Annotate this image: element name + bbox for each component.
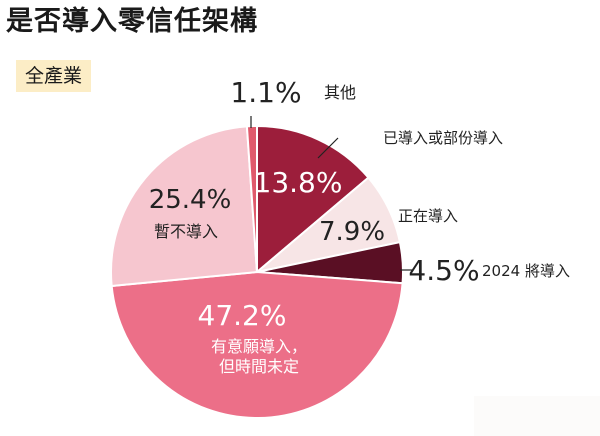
- leader-lines: [250, 116, 412, 271]
- pie-slices: [110, 125, 404, 420]
- pie-labels: 13.8% 已導入或部份導入 7.9% 正在導入 4.5% 2024 將導入 47.2% 有意…: [149, 76, 570, 376]
- pie-slice: [245, 125, 258, 273]
- slice-percent-label: 13.8%: [254, 166, 343, 199]
- slice-name-label: 其他: [324, 83, 356, 102]
- slice-percent-label: 4.5%: [408, 254, 479, 287]
- slice-name-label: 已導入或部份導入: [383, 129, 503, 147]
- pie-slice: [110, 125, 258, 287]
- pie-slice: [110, 271, 404, 420]
- slice-percent-label: 1.1%: [230, 76, 301, 109]
- slice-name-label: 暫不導入: [154, 222, 218, 241]
- corner-panel: [474, 396, 600, 436]
- leader-line: [317, 137, 339, 159]
- slice-name-label: 有意願導入，但時間未定: [211, 337, 307, 376]
- slice-percent-label: 7.9%: [319, 217, 385, 247]
- slice-percent-label: 25.4%: [149, 185, 232, 215]
- page-title: 是否導入零信任架構: [6, 6, 258, 37]
- slice-name-label: 2024 將導入: [482, 262, 570, 280]
- slice-percent-label: 47.2%: [198, 299, 287, 332]
- slice-name-label: 正在導入: [398, 207, 458, 225]
- industry-badge: 全產業: [16, 60, 92, 92]
- pie-slice: [256, 125, 370, 273]
